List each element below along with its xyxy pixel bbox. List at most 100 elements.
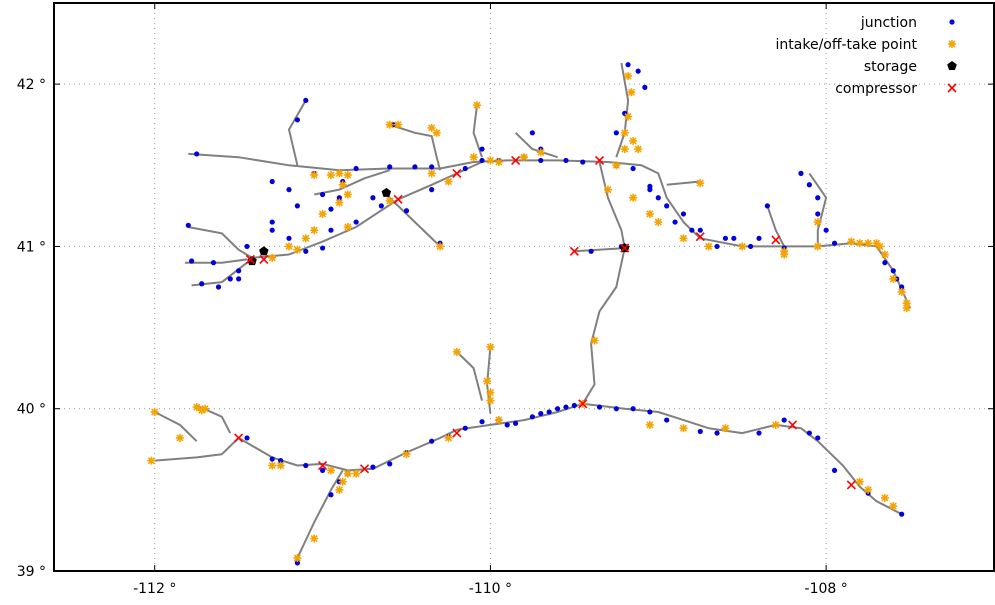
intake-point: [624, 72, 633, 81]
intake-point: [696, 179, 705, 188]
junction-point: [319, 191, 326, 198]
junction-point: [680, 211, 687, 217]
junction-point: [286, 187, 292, 193]
junction-point: [328, 206, 334, 212]
pipeline-segment: [766, 205, 786, 247]
junction-point: [236, 276, 242, 282]
intake-point: [612, 161, 621, 170]
intake-point: [536, 148, 545, 157]
junction-point: [303, 248, 309, 254]
compressor-point: [318, 460, 328, 471]
pipeline-segment: [188, 161, 483, 259]
junction-point: [781, 417, 787, 423]
legend-marker: [949, 19, 955, 25]
junction-point: [353, 165, 359, 172]
pipeline-lines: [154, 62, 912, 559]
pipeline-segment: [188, 152, 912, 309]
intake-point: [150, 407, 159, 416]
compressor-point: [359, 464, 370, 474]
legend-marker: [947, 61, 957, 70]
junction-point: [189, 258, 195, 264]
legend-marker: [947, 83, 957, 93]
intake-point: [880, 493, 889, 502]
pipeline-segment: [314, 169, 391, 196]
junction-point: [798, 170, 804, 176]
pipeline-segment: [154, 402, 903, 516]
intake-point: [889, 274, 898, 283]
series-intake-off-take-point: [147, 72, 911, 563]
junction-point: [613, 406, 619, 412]
junction-point: [546, 409, 552, 415]
junction-point: [714, 243, 720, 250]
intake-point: [486, 396, 495, 405]
intake-point: [624, 112, 633, 121]
junction-point: [882, 260, 888, 266]
junction-point: [319, 245, 326, 251]
pipeline-segment: [514, 132, 558, 159]
intake-point: [813, 218, 822, 227]
series-junction: [185, 62, 905, 566]
network-points: [147, 62, 911, 566]
intake-point: [813, 242, 822, 251]
compressor-point: [259, 254, 269, 264]
junction-point: [294, 560, 300, 566]
intake-point: [444, 433, 453, 442]
intake-point: [335, 485, 344, 494]
intake-point: [469, 153, 478, 162]
junction-point: [689, 227, 695, 233]
junction-point: [269, 178, 275, 185]
junction-point: [630, 406, 636, 412]
junction-point: [647, 409, 653, 415]
junction-point: [823, 227, 829, 233]
junction-point: [815, 435, 821, 441]
junction-point: [613, 130, 619, 136]
junction-point: [210, 260, 217, 266]
y-tick-label: 41 °: [17, 239, 46, 255]
junction-point: [479, 146, 485, 152]
intake-point: [268, 461, 277, 470]
junction-point: [403, 208, 410, 214]
junction-point: [563, 157, 569, 164]
junction-point: [563, 404, 569, 410]
junction-point: [635, 68, 641, 74]
junction-point: [185, 222, 191, 228]
intake-point: [590, 336, 599, 345]
pipeline-segment: [456, 351, 483, 401]
junction-point: [278, 458, 284, 464]
junction-point: [529, 414, 535, 420]
junction-point: [462, 425, 468, 431]
intake-point: [192, 403, 201, 412]
intake-point: [436, 242, 445, 251]
intake-point: [293, 245, 302, 254]
x-tick-label: -112 °: [133, 581, 176, 597]
intake-point: [855, 477, 864, 486]
intake-point: [486, 388, 495, 397]
x-tick-label: -110 °: [469, 581, 512, 597]
junction-point: [722, 235, 729, 241]
intake-point: [352, 469, 361, 478]
junction-point: [412, 164, 418, 170]
compressor-point: [594, 155, 605, 165]
junction-point: [269, 219, 275, 225]
junction-point: [378, 203, 384, 209]
intake-point: [338, 477, 347, 486]
junction-point: [890, 268, 896, 274]
intake-point: [486, 156, 495, 165]
compressor-point: [452, 168, 462, 178]
junction-point: [429, 187, 435, 193]
intake-point: [875, 242, 884, 251]
junction-point: [538, 157, 544, 164]
intake-point: [864, 239, 873, 248]
intake-point: [627, 88, 636, 97]
intake-point: [520, 153, 528, 162]
y-tick-label: 42 °: [17, 77, 46, 93]
junction-point: [899, 511, 905, 517]
junction-point: [642, 84, 648, 90]
intake-point: [620, 128, 629, 137]
junction-point: [294, 117, 300, 123]
intake-point: [326, 466, 335, 475]
junction-point: [387, 164, 393, 170]
intake-point: [201, 404, 210, 413]
junction-point: [244, 243, 250, 250]
